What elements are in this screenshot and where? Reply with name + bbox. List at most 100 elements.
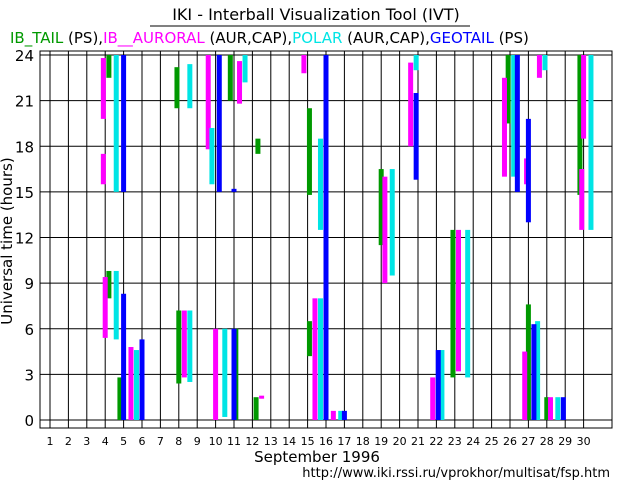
- bar-ib--auroral: [102, 277, 108, 338]
- y-tick-label: 9: [24, 275, 34, 293]
- x-tick-label: 21: [411, 435, 425, 448]
- chart-title: IKI - Interball Visualization Tool (IVT): [172, 5, 460, 24]
- bar-ib--auroral: [501, 77, 507, 177]
- bar-polar: [413, 55, 419, 71]
- bar-geotail: [231, 188, 237, 192]
- bar-ib-tail: [306, 321, 312, 357]
- bar-polar: [222, 328, 228, 417]
- bar-geotail: [525, 118, 531, 223]
- bar-polar: [113, 55, 119, 192]
- bar-polar: [133, 350, 139, 420]
- legend-item-0: IB_TAIL: [10, 29, 64, 48]
- bar-geotail: [413, 93, 419, 180]
- x-tick-label: 26: [503, 435, 517, 448]
- x-tick-label: 9: [194, 435, 201, 448]
- x-tick-label: 28: [540, 435, 554, 448]
- bar-ib--auroral: [547, 397, 553, 420]
- x-tick-label: 18: [356, 435, 370, 448]
- bar-ib--auroral: [181, 310, 187, 378]
- bar-ib-tail: [174, 67, 180, 109]
- y-tick-label: 18: [15, 138, 34, 156]
- bar-polar: [317, 298, 323, 420]
- bar-geotail: [531, 324, 537, 420]
- x-tick-labels: 1 2 3 4 5 6 7 8 9 10 11 12 13 14 15 16 17 18 19 20 21 22 23 24 2…: [47, 435, 591, 448]
- bar-ib--auroral: [237, 61, 243, 104]
- bar-ib-tail: [253, 397, 259, 420]
- bar-geotail: [231, 328, 237, 420]
- chart-legend: IB_TAIL (PS),IB__AURORAL (AUR,CAP),POLAR…: [10, 29, 529, 48]
- bar-ib-tail: [505, 55, 511, 124]
- bar-polar: [588, 55, 594, 230]
- bar-polar: [113, 270, 119, 340]
- bar-ib-tail: [544, 397, 550, 420]
- legend-item-2: IB__AURORAL: [103, 29, 205, 48]
- x-axis-label: September 1996: [254, 448, 380, 466]
- x-tick-label: 19: [374, 435, 388, 448]
- bar-polar: [439, 350, 445, 420]
- bar-polar: [187, 64, 193, 109]
- y-tick-labels: 0 3 6 9 12 15 18 21 24: [15, 47, 34, 430]
- x-tick-label: 7: [157, 435, 164, 448]
- bar-ib--auroral: [430, 377, 436, 420]
- bar-ib-tail: [106, 55, 112, 78]
- bar-polar: [242, 55, 248, 83]
- bar-ib-tail: [306, 108, 312, 195]
- x-tick-label: 8: [175, 435, 182, 448]
- bar-polar: [389, 169, 395, 276]
- legend-item-5: (AUR,CAP),: [342, 29, 429, 47]
- bar-geotail: [323, 55, 329, 420]
- bar-polar: [465, 229, 471, 378]
- x-tick-label: 2: [65, 435, 72, 448]
- bar-polar: [187, 310, 193, 382]
- y-tick-label: 6: [24, 321, 34, 339]
- x-tick-label: 23: [448, 435, 462, 448]
- y-tick-label: 15: [15, 184, 34, 202]
- bar-ib--auroral: [100, 153, 106, 185]
- bar-ib--auroral: [301, 55, 307, 74]
- x-tick-label: 17: [337, 435, 351, 448]
- data-bars: [100, 55, 594, 420]
- bar-ib--auroral: [455, 229, 461, 372]
- bar-ib-tail: [378, 169, 384, 246]
- bar-ib-tail: [255, 138, 261, 154]
- bar-ib-tail: [450, 229, 456, 378]
- y-tick-label: 12: [15, 230, 34, 248]
- x-tick-label: 11: [227, 435, 241, 448]
- x-tick-label: 15: [301, 435, 315, 448]
- bar-geotail: [121, 293, 127, 420]
- bar-polar: [338, 410, 344, 420]
- x-tick-label: 24: [466, 435, 480, 448]
- bar-ib-tail: [227, 55, 233, 101]
- x-tick-label: 1: [47, 435, 54, 448]
- bar-polar: [542, 55, 548, 71]
- bar-ib--auroral: [205, 55, 211, 150]
- y-tick-label: 21: [15, 93, 34, 111]
- bar-ib-tail: [117, 377, 123, 420]
- x-tick-label: 29: [558, 435, 572, 448]
- y-tick-label: 0: [24, 412, 34, 430]
- legend-item-1: (PS),: [63, 29, 103, 47]
- x-tick-label: 6: [139, 435, 146, 448]
- bar-ib--auroral: [312, 298, 318, 420]
- x-tick-label: 3: [83, 435, 90, 448]
- x-tick-label: 4: [102, 435, 109, 448]
- x-tick-label: 20: [393, 435, 407, 448]
- bar-ib--auroral: [522, 351, 528, 420]
- x-tick-label: 5: [120, 435, 127, 448]
- bar-polar: [511, 55, 517, 177]
- bar-ib--auroral: [128, 347, 134, 420]
- bar-geotail: [341, 410, 347, 420]
- bar-ib-tail: [577, 55, 583, 195]
- x-tick-label: 27: [521, 435, 535, 448]
- bar-ib--auroral: [536, 55, 542, 78]
- bar-ib-tail: [106, 270, 112, 299]
- x-tick-label: 12: [245, 435, 259, 448]
- bar-geotail: [514, 55, 520, 192]
- bar-ib--auroral: [213, 328, 219, 420]
- bar-polar: [317, 138, 323, 230]
- legend-item-4: POLAR: [292, 29, 342, 47]
- bar-ib--auroral: [382, 176, 388, 284]
- x-tick-label: 16: [319, 435, 333, 448]
